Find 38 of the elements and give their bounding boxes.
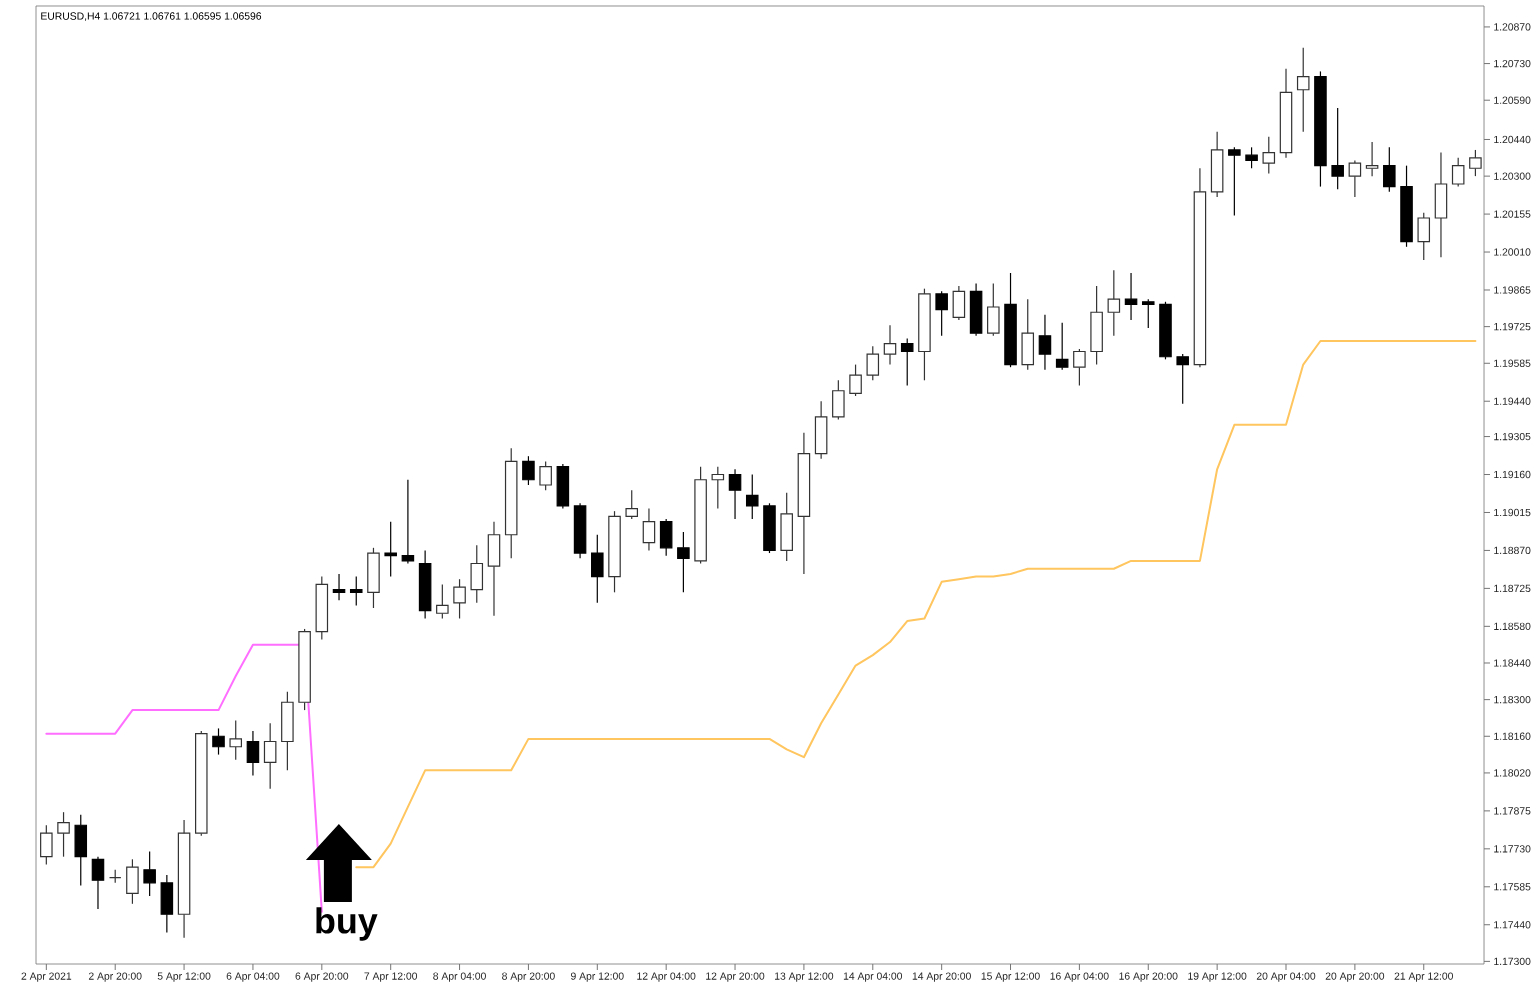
candlestick — [160, 874, 174, 934]
candlestick — [642, 507, 656, 552]
candlestick — [969, 282, 983, 337]
candlestick — [935, 290, 948, 337]
candlestick — [556, 463, 570, 510]
candlestick — [177, 819, 191, 939]
candlestick — [1176, 353, 1189, 405]
candlestick — [1124, 272, 1138, 321]
candlestick — [1073, 348, 1086, 387]
candlestick — [797, 432, 811, 575]
candlestick — [384, 521, 397, 578]
candlestick — [401, 479, 415, 565]
candlestick — [487, 521, 501, 617]
candlestick — [1210, 131, 1224, 198]
candlestick — [573, 502, 587, 559]
candlestick — [1141, 298, 1155, 329]
candlestick — [1434, 151, 1448, 258]
candlestick — [263, 722, 277, 790]
candlestick — [91, 856, 105, 910]
candlestick — [1348, 159, 1362, 198]
candlestick — [418, 549, 432, 620]
candlestick — [246, 730, 260, 777]
candlestick — [814, 400, 828, 460]
candlestick — [591, 534, 604, 604]
annotation: buy — [316, 907, 378, 941]
candlestick — [1314, 70, 1327, 188]
candlestick — [1107, 269, 1121, 337]
candlestick — [1228, 146, 1241, 216]
candlestick — [332, 573, 346, 601]
candlestick — [900, 337, 914, 387]
candlestick — [1296, 47, 1310, 133]
candlestick — [1193, 167, 1207, 368]
candlestick — [1279, 68, 1293, 159]
candlestick — [883, 324, 897, 366]
candlestick — [728, 468, 742, 520]
candlestick — [952, 285, 966, 321]
candlestick — [1038, 314, 1052, 371]
candlestick — [1365, 141, 1379, 177]
